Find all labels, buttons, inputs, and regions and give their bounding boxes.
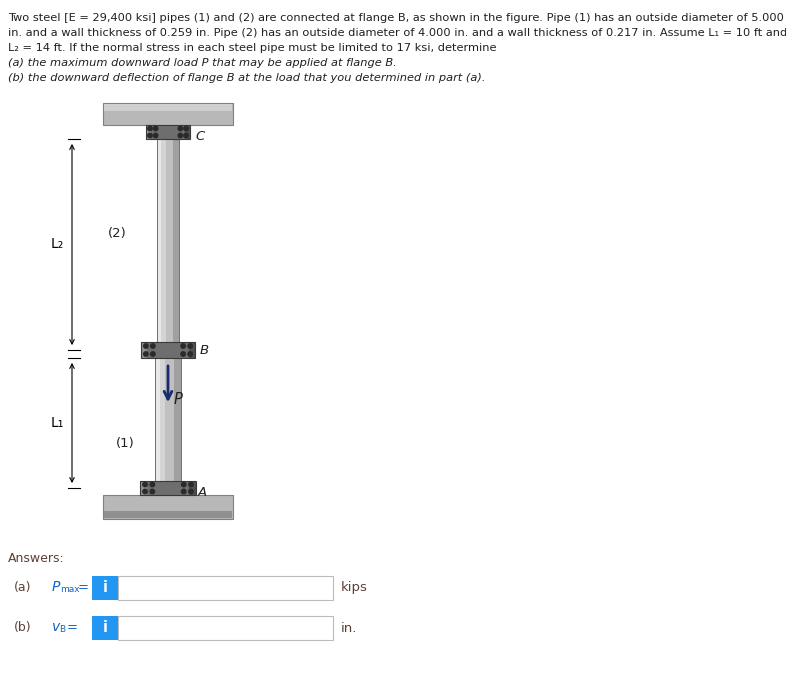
Bar xyxy=(92,616,118,640)
Bar xyxy=(104,511,232,518)
Circle shape xyxy=(148,133,152,137)
Text: Two steel [E = 29,400 ksi] pipes (1) and (2) are connected at flange B, as shown: Two steel [E = 29,400 ksi] pipes (1) and… xyxy=(8,13,784,23)
Circle shape xyxy=(150,482,155,487)
Text: in. and a wall thickness of 0.259 in. Pipe (2) has an outside diameter of 4.000 : in. and a wall thickness of 0.259 in. Pi… xyxy=(8,28,786,38)
Text: (a): (a) xyxy=(14,582,31,594)
Circle shape xyxy=(150,489,155,494)
Circle shape xyxy=(143,489,147,494)
Bar xyxy=(155,358,160,488)
Text: (b) the downward deflection of flange B at the load that you determined in part : (b) the downward deflection of flange B … xyxy=(8,73,486,83)
Text: in.: in. xyxy=(341,621,358,634)
Bar xyxy=(148,342,189,358)
Circle shape xyxy=(184,127,188,131)
Text: (b): (b) xyxy=(14,621,31,634)
Circle shape xyxy=(188,344,193,348)
Text: L₁: L₁ xyxy=(50,416,64,430)
Circle shape xyxy=(148,127,152,131)
Bar xyxy=(189,342,195,358)
Text: L₂ = 14 ft. If the normal stress in each steel pipe must be limited to 17 ksi, d: L₂ = 14 ft. If the normal stress in each… xyxy=(8,43,497,53)
Bar xyxy=(173,139,179,350)
Bar xyxy=(141,342,195,358)
Text: max: max xyxy=(60,586,79,594)
Circle shape xyxy=(151,352,155,356)
Circle shape xyxy=(144,352,148,356)
Bar xyxy=(103,103,233,125)
Circle shape xyxy=(189,482,193,487)
Text: C: C xyxy=(195,129,204,142)
Bar xyxy=(151,125,185,139)
Bar xyxy=(166,139,173,350)
Bar xyxy=(103,495,233,519)
Circle shape xyxy=(153,133,158,137)
Text: P: P xyxy=(174,393,183,408)
Bar xyxy=(155,358,181,488)
Text: i: i xyxy=(102,621,108,636)
Text: (2): (2) xyxy=(108,227,127,240)
Text: P: P xyxy=(52,580,61,594)
Text: A: A xyxy=(198,485,208,498)
Bar xyxy=(189,481,196,495)
Bar xyxy=(104,104,232,110)
Text: i: i xyxy=(102,580,108,596)
Circle shape xyxy=(184,133,188,137)
Bar xyxy=(147,481,189,495)
Circle shape xyxy=(189,489,193,494)
Bar xyxy=(118,576,333,600)
Bar xyxy=(157,139,179,350)
Circle shape xyxy=(143,482,147,487)
Circle shape xyxy=(182,482,185,487)
Text: (a) the maximum downward load P that may be applied at flange B.: (a) the maximum downward load P that may… xyxy=(8,58,397,68)
Bar xyxy=(157,139,161,350)
Bar xyxy=(118,616,333,640)
Bar xyxy=(92,576,118,600)
Bar xyxy=(174,358,181,488)
Circle shape xyxy=(181,344,185,348)
Text: B: B xyxy=(200,343,209,357)
Bar xyxy=(146,125,190,139)
Text: =: = xyxy=(67,621,78,634)
Circle shape xyxy=(178,133,182,137)
Circle shape xyxy=(188,352,193,356)
Circle shape xyxy=(182,489,185,494)
Text: =: = xyxy=(78,582,89,594)
Text: v: v xyxy=(52,620,61,634)
Text: (1): (1) xyxy=(116,437,135,450)
Circle shape xyxy=(151,344,155,348)
Bar xyxy=(160,358,165,488)
Bar xyxy=(185,125,190,139)
Text: B: B xyxy=(59,626,65,634)
Circle shape xyxy=(181,352,185,356)
Circle shape xyxy=(144,344,148,348)
Bar xyxy=(141,342,148,358)
Text: L₂: L₂ xyxy=(51,237,64,251)
Bar xyxy=(165,358,174,488)
Text: kips: kips xyxy=(341,582,368,594)
Bar xyxy=(140,481,147,495)
Bar xyxy=(146,125,151,139)
Bar xyxy=(161,139,166,350)
Text: Answers:: Answers: xyxy=(8,552,64,565)
Bar xyxy=(140,481,196,495)
Circle shape xyxy=(153,127,158,131)
Circle shape xyxy=(178,127,182,131)
